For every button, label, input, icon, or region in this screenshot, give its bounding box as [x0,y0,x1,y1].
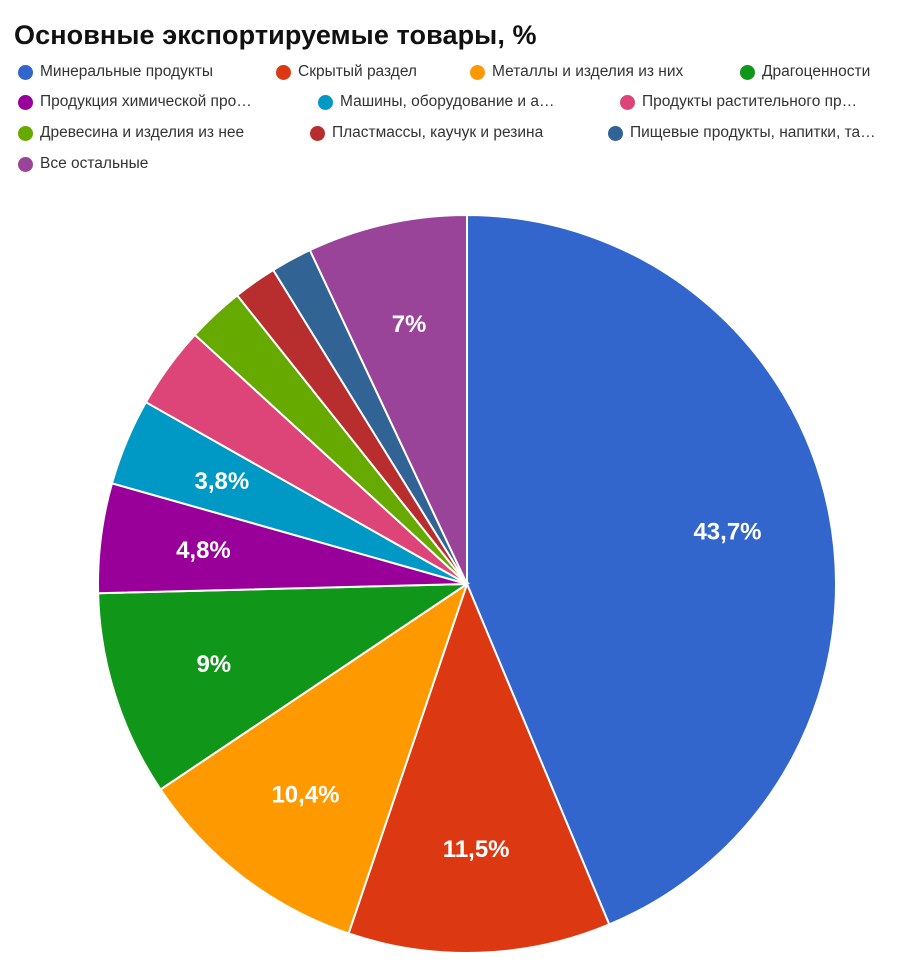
legend-item[interactable]: Пластмассы, каучук и резина [310,124,543,142]
legend-item[interactable]: Машины, оборудование и а… [318,93,555,111]
legend-label: Древесина и изделия из нее [40,124,245,141]
legend-swatch [318,94,333,110]
legend-swatch [18,125,33,141]
slice-data-label: 7% [392,311,427,338]
legend-label: Металлы и изделия из них [492,63,684,80]
slice-data-label: 4,8% [176,537,231,564]
slice-data-label: 10,4% [271,781,339,808]
legend-label: Все остальные [40,155,149,172]
slice-data-label: 9% [196,651,231,678]
legend-label: Пищевые продукты, напитки, та… [630,124,876,141]
legend-swatch [470,64,485,80]
legend-swatch [620,94,635,110]
chart-legend: Минеральные продукты Скрытый раздел Металл… [0,0,922,190]
legend-item[interactable]: Минеральные продукты [18,63,213,81]
legend-label: Машины, оборудование и а… [340,93,555,110]
legend-item[interactable]: Скрытый раздел [276,63,417,81]
slice-data-label: 11,5% [443,836,510,863]
slice-data-label: 43,7% [693,518,761,545]
pie-slice[interactable] [466,213,837,926]
legend-item[interactable]: Все остальные [18,155,148,173]
legend-swatch [18,64,33,80]
pie-slice[interactable] [97,582,471,791]
slice-data-label: 3,8% [195,468,250,495]
legend-label: Пластмассы, каучук и резина [332,124,544,141]
legend-label: Продукты растительного пр… [642,93,858,110]
chart-title: Основные экспортируемые товары, % [14,20,537,50]
pie-slice[interactable] [347,581,611,954]
legend-swatch [18,94,33,110]
legend-label: Минеральные продукты [40,63,214,80]
legend-item[interactable]: Древесина и изделия из нее [18,124,244,142]
legend-label: Скрытый раздел [298,63,417,80]
legend-item[interactable]: Продукты растительного пр… [620,93,857,111]
legend-item[interactable]: Продукция химической про… [18,93,252,111]
legend-swatch [310,125,325,141]
legend-label: Драгоценности [762,63,871,80]
legend-swatch [740,64,755,80]
legend-item[interactable]: Металлы и изделия из них [470,63,683,81]
legend-swatch [18,156,33,172]
legend-label: Продукция химической про… [40,93,252,110]
pie-slice[interactable] [308,213,468,585]
legend-swatch [608,125,623,141]
legend-swatch [276,64,291,80]
legend-item[interactable]: Пищевые продукты, напитки, та… [608,124,876,142]
legend-item[interactable]: Драгоценности [740,63,870,81]
pie-slice[interactable] [159,581,469,935]
